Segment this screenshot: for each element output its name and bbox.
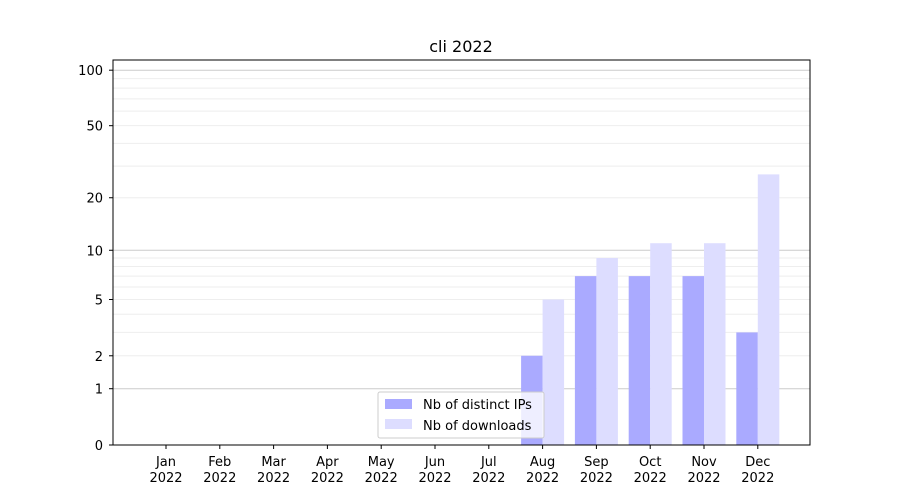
x-tick-label-month: Feb (208, 455, 231, 470)
x-tick-label-year: 2022 (634, 471, 667, 486)
bar-sep-downloads (596, 258, 618, 445)
chart-title: cli 2022 (429, 37, 493, 56)
y-tick-label: 0 (95, 439, 103, 454)
y-tick-label: 5 (95, 293, 103, 308)
legend: Nb of distinct IPs Nb of downloads (377, 391, 545, 439)
x-tick-label-year: 2022 (687, 471, 720, 486)
plot-frame (112, 59, 811, 446)
legend-label-ips: Nb of distinct IPs (423, 398, 532, 413)
x-tick-label-year: 2022 (149, 471, 182, 486)
y-tick-label: 20 (86, 192, 103, 207)
x-tick-label-month: Jun (424, 455, 445, 470)
x-tick-label-month: Dec (745, 455, 770, 470)
legend-label-downloads: Nb of downloads (423, 419, 532, 434)
x-tick-label-month: Sep (584, 455, 609, 470)
x-tick-label-year: 2022 (203, 471, 236, 486)
x-tick-label-year: 2022 (311, 471, 344, 486)
y-tick-label: 1 (95, 383, 103, 398)
x-tick-label-month: Nov (691, 455, 717, 470)
y-tick-label: 10 (86, 244, 103, 259)
bar-sep-ips (574, 276, 597, 445)
bar-dec-downloads (757, 174, 780, 445)
bars (521, 174, 780, 445)
x-tick-label-month: Jul (480, 455, 497, 470)
x-tick-label-year: 2022 (580, 471, 613, 486)
y-tick-label: 2 (95, 350, 103, 365)
x-tick-label-year: 2022 (526, 471, 559, 486)
x-tick-label-month: Jan (155, 455, 176, 470)
x-tick-label-year: 2022 (472, 471, 505, 486)
legend-frame (377, 391, 545, 439)
x-tick-label-month: Apr (316, 455, 339, 470)
x-tick-label-year: 2022 (365, 471, 398, 486)
bar-dec-ips (736, 332, 758, 445)
gridlines (113, 69, 810, 390)
legend-swatch-ips (385, 399, 412, 409)
x-tick-label-year: 2022 (418, 471, 451, 486)
x-axis: Jan2022Feb2022Mar2022Apr2022May2022Jun20… (149, 445, 774, 486)
x-tick-label-year: 2022 (741, 471, 774, 486)
y-tick-label: 50 (86, 120, 103, 135)
x-tick-label-month: May (368, 455, 395, 470)
bar-nov-ips (682, 276, 704, 445)
x-tick-label-month: Oct (639, 455, 661, 470)
x-tick-label-month: Aug (530, 455, 555, 470)
x-tick-label-month: Mar (261, 455, 286, 470)
bar-aug-downloads (542, 299, 565, 445)
legend-swatch-downloads (385, 419, 412, 429)
bar-nov-downloads (704, 243, 726, 445)
y-tick-label: 100 (78, 64, 103, 79)
bar-oct-downloads (650, 243, 672, 445)
bar-oct-ips (628, 276, 651, 445)
y-axis: 0 1 2 5 10 20 50 100 (78, 64, 113, 454)
x-tick-label-year: 2022 (257, 471, 290, 486)
